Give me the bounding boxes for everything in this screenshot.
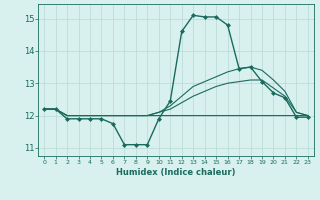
X-axis label: Humidex (Indice chaleur): Humidex (Indice chaleur) (116, 168, 236, 177)
